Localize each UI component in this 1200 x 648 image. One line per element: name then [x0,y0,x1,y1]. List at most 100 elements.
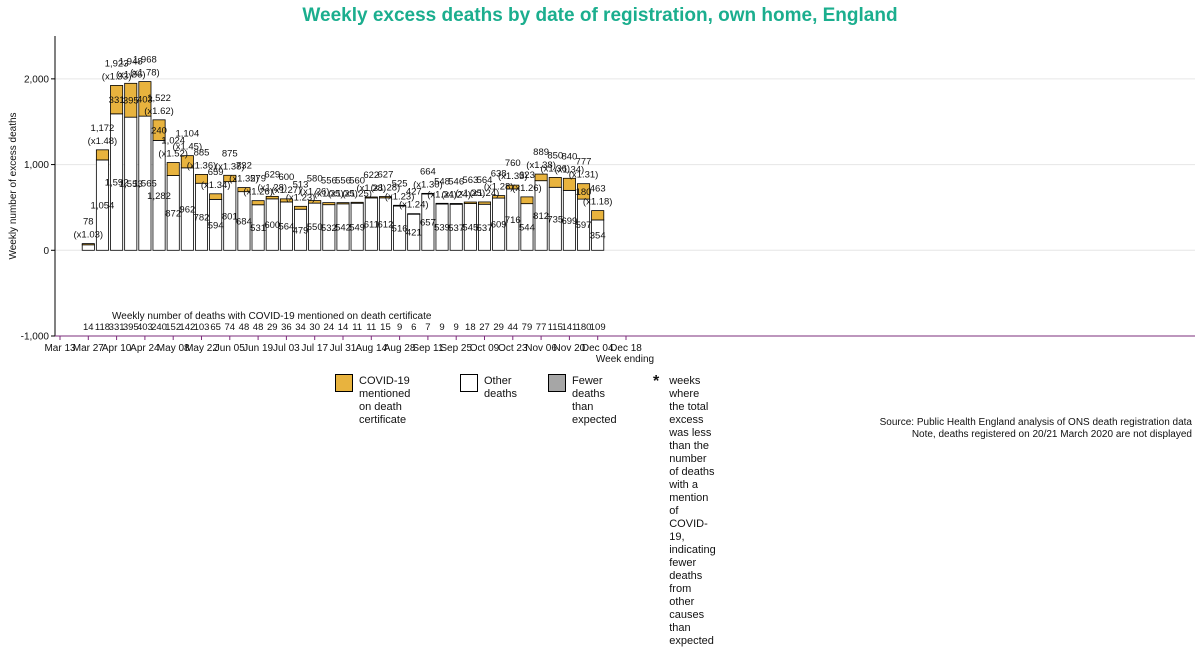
covid-row-value: 9 [397,322,402,333]
bar-label-other: 354 [590,231,606,242]
bar-label-ratio: (x1.28) [484,182,514,193]
bar-label-ratio: (x1.23) [385,191,415,202]
x-tick-label: Mar 13 [44,343,76,354]
bar-label-total: 638 [491,169,507,180]
x-tick-label: Sep 25 [440,343,472,354]
bar-label-ratio: (x1.24) [427,189,457,200]
bar-label-other: 532 [321,223,337,234]
bar-label-other: 684 [236,216,252,227]
covid-row-value: 331 [109,322,125,333]
bar-covid [407,213,421,215]
x-tick-label: Apr 10 [102,343,132,354]
bar-covid [364,196,378,199]
bar-label-other: 564 [278,222,294,233]
legend-item-fewer: Fewer deaths than expected [548,374,617,427]
bar-label-other: 542 [335,223,351,234]
bar-label-covid: 331 [109,95,125,106]
bar-label-ratio: (x1.34) [201,180,231,191]
x-axis-label: Week ending [596,354,654,365]
bar-label-ratio: (x1.26) [243,187,273,198]
bar-label-total: 556 [335,176,351,187]
bar-covid [591,210,605,221]
bar-label-other: 657 [420,218,436,229]
covid-row-value: 79 [522,322,533,333]
bar-label-ratio: (x1.36) [540,163,570,174]
bar-covid [251,200,265,206]
bar-covid [95,149,109,161]
bar-label-ratio: (x1.30) [413,179,443,190]
bar-covid [463,201,477,204]
bar-label-ratio: (x1.18) [583,197,613,208]
bar-label-other: 782 [194,212,210,223]
covid-row-value: 48 [253,322,264,333]
bar-label-ratio: (x1.28) [357,183,387,194]
covid-row-value: 115 [548,322,563,333]
bar-label-total: 546 [448,176,464,187]
bar-other [81,244,95,251]
covid-row-value: 9 [454,322,459,333]
legend-label-other: Other deaths [484,375,518,400]
covid-row-value: 36 [281,322,292,333]
bar-covid [534,173,548,182]
bar-label-ratio: (x1.27) [272,185,302,196]
bar-label-other: 962 [179,205,195,216]
bar-label-covid: 395 [123,96,139,107]
covid-row-value: 30 [309,322,320,333]
covid-row-value: 11 [366,322,376,333]
bar-label-total: 732 [236,161,252,172]
bar-label-total: 580 [307,174,323,185]
bar-label-ratio: (x1.36) [187,160,217,171]
bar-label-ratio: (x1.24) [470,188,500,199]
x-tick-label: Apr 24 [130,343,160,354]
bar-label-ratio: (x1.45) [173,142,203,153]
bar-covid [477,201,491,205]
bar-label-ratio: (x1.28) [257,182,287,193]
bar-covid [308,200,322,204]
bar-label-other: 550 [307,222,323,233]
covid-row-value: 65 [210,322,221,333]
covid-row-value: 44 [508,322,519,333]
bar-label-total: 1,522 [147,93,171,104]
bar-covid [393,204,407,207]
bar-label-ratio: (x1.38) [215,161,245,172]
covid-row-value: 74 [225,322,236,333]
covid-row-value: 103 [194,322,210,333]
bar-label-ratio: (x1.25) [342,188,372,199]
x-tick-label: Sep 11 [412,343,443,354]
bar-covid [548,177,562,188]
bar-covid [265,195,279,200]
bar-covid [279,198,293,203]
x-tick-label: Jul 17 [301,343,328,354]
bar-covid [138,81,152,117]
bar-label-total: 840 [561,151,577,162]
bar-label-ratio: (x1.23) [286,192,316,203]
y-tick-label: 0 [43,246,49,257]
bar-label-ratio: (x1.33) [498,171,528,182]
bar-label-total: 560 [349,175,365,186]
bar-covid [506,184,520,190]
bar-label-other: 516 [392,224,408,235]
bar-covid [81,243,95,246]
x-tick-label: Oct 23 [498,343,528,354]
bar-label-other: 544 [519,222,535,233]
bar-label-other: 1,592 [105,178,129,189]
bar-label-ratio: (x1.34) [555,164,585,175]
bar-label-other: 609 [491,220,507,231]
bar-label-total: 777 [576,157,592,168]
bar-label-other: 1,282 [147,191,171,202]
covid-row-value: 34 [295,322,306,333]
bar-label-ratio: (x1.62) [144,106,174,117]
chart-title: Weekly excess deaths by date of registra… [302,5,898,26]
bar-covid [209,193,223,200]
bar-label-ratio: (x1.24) [399,200,429,211]
bar-covid [110,85,124,115]
x-tick-label: Jun 05 [215,343,245,354]
bar-covid [350,201,364,204]
bar-label-other: 611 [364,220,379,231]
y-tick-label: 2,000 [24,74,49,85]
bar-label-ratio: (x1.25) [456,188,486,199]
bar-label-total: 629 [264,169,280,180]
x-tick-label: May 22 [185,343,218,354]
x-tick-label: Nov 06 [525,343,557,354]
bar-label-other: 699 [561,216,577,227]
